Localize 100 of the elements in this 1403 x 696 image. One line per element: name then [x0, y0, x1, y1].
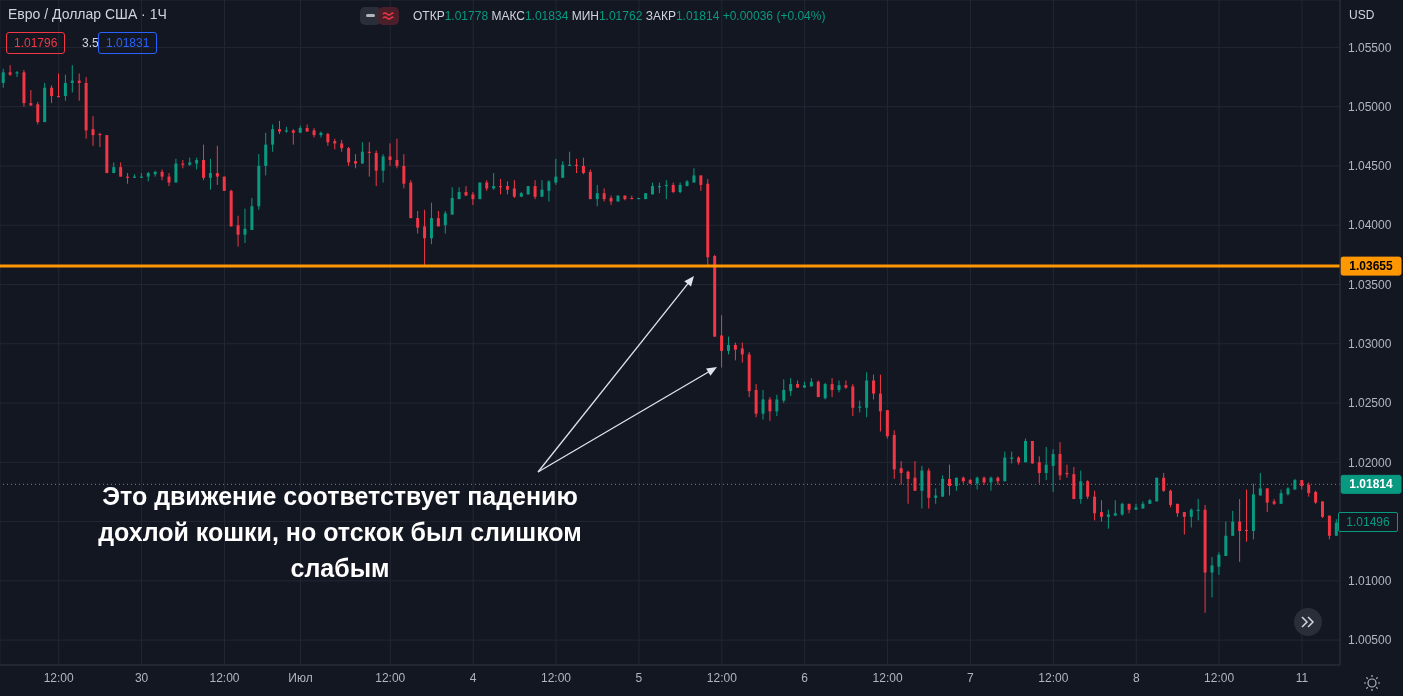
- candlestick: [851, 383, 855, 417]
- candlestick: [906, 470, 910, 505]
- candlestick: [36, 101, 40, 125]
- candlestick: [837, 380, 841, 393]
- candlestick: [554, 158, 558, 186]
- x-tick-label: 12:00: [375, 670, 406, 685]
- x-tick-label: 11: [1295, 670, 1309, 685]
- x-tick-label: 12:00: [1204, 670, 1235, 685]
- candlestick: [540, 179, 544, 198]
- candlestick: [360, 141, 364, 165]
- candlestick: [872, 374, 876, 400]
- candlestick: [236, 215, 240, 248]
- candlestick: [202, 144, 206, 181]
- candlestick: [844, 380, 848, 390]
- candlestick: [91, 115, 95, 147]
- candlestick: [271, 123, 275, 153]
- candlestick: [1044, 446, 1048, 481]
- text: USD: [1348, 7, 1376, 24]
- annotation: 3.5: [81, 35, 100, 52]
- candlestick: [174, 158, 178, 184]
- candlestick: [347, 146, 351, 167]
- ref-line-label: 1.03655: [1349, 259, 1394, 274]
- x-tick-label: 5: [635, 670, 643, 685]
- x-tick-label: 6: [801, 670, 809, 685]
- x-tick-label: 12:00: [43, 670, 75, 685]
- text: ОТКР1.01778 МАКС1.01834 МИН1.01762 ЗАКР1.01814 +0.00036 (+0.04%): [413, 9, 826, 23]
- candlestick: [768, 396, 772, 422]
- candlestick: [720, 314, 724, 368]
- candlestick: [1003, 451, 1007, 482]
- y-tick-label: 1.05500: [1348, 40, 1392, 55]
- y-tick-label: 1.00500: [1348, 633, 1392, 648]
- candlestick: [1106, 509, 1110, 530]
- candlestick: [1217, 551, 1221, 576]
- candlestick: [374, 150, 378, 187]
- candlestick: [1224, 521, 1228, 557]
- x-tick-label: 12:00: [209, 670, 240, 685]
- candlestick: [948, 464, 952, 496]
- candlestick: [754, 383, 758, 418]
- candlestick: [1162, 472, 1166, 493]
- candlestick: [775, 394, 779, 417]
- candlestick: [305, 123, 309, 133]
- x-tick-label: 4: [469, 670, 477, 685]
- candlestick: [547, 179, 551, 203]
- annotation: 1.01796: [6, 32, 66, 54]
- candlestick: [388, 142, 392, 167]
- candlestick: [761, 389, 765, 421]
- y-tick-label: 1.04500: [1348, 159, 1392, 174]
- candlestick: [1182, 511, 1186, 536]
- candlestick: [1, 68, 5, 89]
- candlestick: [450, 186, 454, 216]
- candlestick: [1037, 455, 1041, 485]
- candlestick: [264, 132, 268, 176]
- candlestick: [1058, 441, 1062, 481]
- candlestick: [395, 138, 399, 169]
- candlestick: [250, 197, 254, 231]
- candlestick: [1134, 503, 1138, 511]
- text: 1.01496: [1338, 512, 1398, 532]
- annotation: 1.01831: [98, 32, 158, 54]
- candlestick: [63, 74, 67, 102]
- candlestick: [782, 378, 786, 404]
- candlestick: [208, 158, 212, 191]
- candlestick: [416, 210, 420, 235]
- y-tick-label: 1.03500: [1348, 277, 1392, 292]
- candlestick: [423, 209, 427, 268]
- candlestick: [464, 185, 468, 197]
- candlestick: [1265, 487, 1269, 513]
- candlestick: [533, 179, 537, 200]
- x-tick-label: 8: [1132, 670, 1140, 685]
- candlestick: [595, 184, 599, 207]
- x-tick-label: 12:00: [541, 670, 572, 685]
- candlestick: [1189, 508, 1193, 528]
- x-tick-label: Июл: [288, 670, 313, 685]
- candlestick: [830, 377, 834, 398]
- x-tick-label: 12:00: [1038, 670, 1069, 685]
- y-tick-label: 1.01000: [1348, 574, 1392, 589]
- candlestick: [312, 127, 316, 138]
- x-tick-label: 12:00: [872, 670, 903, 685]
- candlestick: [167, 172, 171, 187]
- candlestick: [381, 153, 385, 184]
- candlestick: [1210, 556, 1214, 598]
- candlestick: [402, 153, 406, 189]
- candlestick: [243, 208, 247, 244]
- y-tick-label: 1.02500: [1348, 396, 1392, 411]
- y-tick-label: 1.05000: [1348, 99, 1392, 114]
- candlestick: [692, 167, 696, 184]
- y-tick-label: 1.02000: [1348, 455, 1392, 470]
- candlestick: [1231, 510, 1235, 537]
- candlestick: [215, 145, 219, 186]
- candlestick: [899, 460, 903, 486]
- candlestick: [471, 191, 475, 206]
- candlestick: [429, 202, 433, 245]
- x-tick-label: 7: [967, 670, 975, 685]
- y-tick-label: 1.04000: [1348, 218, 1392, 233]
- candlestick: [160, 169, 164, 181]
- candlestick: [1086, 479, 1090, 500]
- annotation: Это движение соответствует падению дохлой кошки, но отскок был слишком слабым: [97, 481, 583, 584]
- ref-line-label: 1.01814: [1349, 477, 1394, 492]
- candlestick: [913, 460, 917, 492]
- text: Евро / Доллар США · 1Ч: [8, 6, 167, 22]
- x-tick-label: 30: [134, 670, 149, 685]
